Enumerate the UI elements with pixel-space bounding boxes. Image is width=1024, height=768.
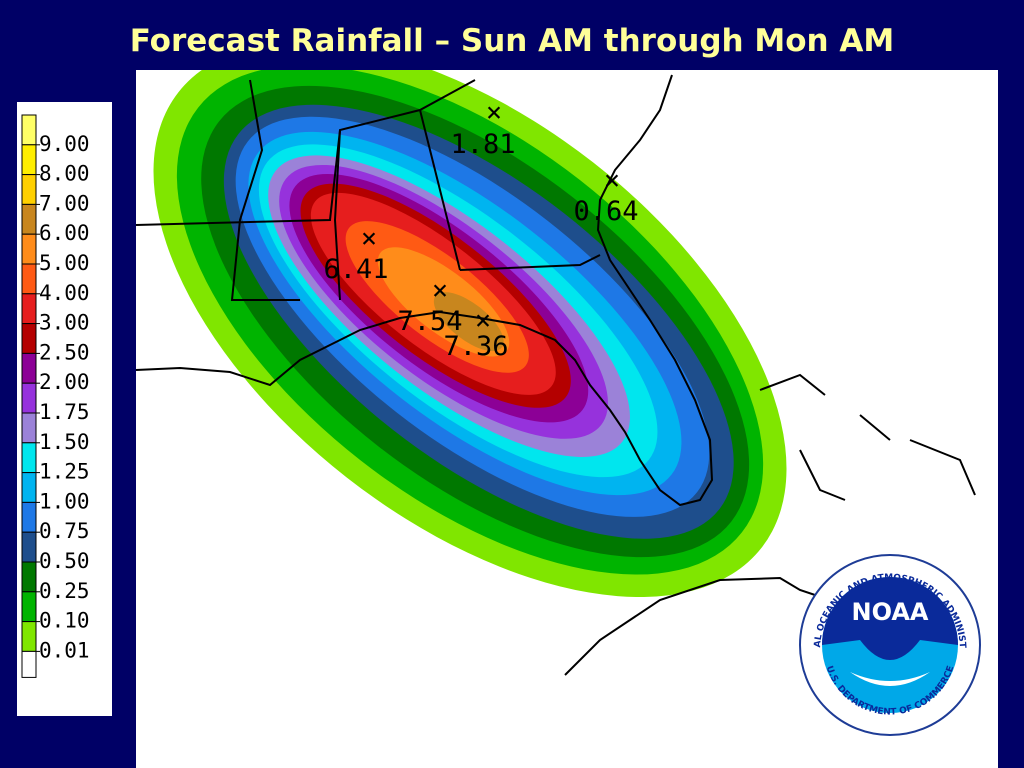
rainfall-field xyxy=(153,70,787,597)
point-marker: × xyxy=(361,223,377,254)
point-label: 7.54 xyxy=(397,306,462,337)
point-label: 7.36 xyxy=(443,331,508,362)
legend-label: 1.75 xyxy=(39,400,90,424)
legend-swatch xyxy=(21,561,37,593)
point-marker: × xyxy=(604,165,620,196)
legend-swatch xyxy=(21,382,37,414)
legend-label: 4.00 xyxy=(39,281,90,305)
legend-swatch xyxy=(21,144,37,176)
legend-label: 9.00 xyxy=(39,132,90,156)
legend-label: 0.10 xyxy=(39,609,90,633)
legend-swatch xyxy=(21,501,37,533)
legend-swatch xyxy=(21,174,37,205)
legend-label: 7.00 xyxy=(39,191,90,215)
point-label: 0.64 xyxy=(573,196,638,227)
rainfall-points: ×1.81×0.64×6.41×7.54 ×7.36 xyxy=(323,97,638,362)
legend-swatch xyxy=(21,263,37,295)
point-marker: × xyxy=(432,275,448,306)
legend-swatch xyxy=(21,233,37,265)
legend-label: 2.00 xyxy=(39,370,90,394)
legend-swatch xyxy=(21,621,37,652)
legend-swatch xyxy=(21,114,37,146)
legend-label: 2.50 xyxy=(39,340,90,364)
legend-swatch xyxy=(21,442,37,474)
point-label: 1.81 xyxy=(450,129,515,160)
legend-swatch xyxy=(21,591,37,623)
coastlines xyxy=(136,74,976,676)
legend-swatch xyxy=(21,203,37,235)
legend-label: 1.25 xyxy=(39,460,90,484)
legend: 9.00 8.00 7.00 6.00 5.00 4.00 3.00 2.50 2.00 1.75… xyxy=(21,114,90,678)
legend-label: 5.00 xyxy=(39,251,90,275)
legend-label: 1.00 xyxy=(39,489,90,513)
legend-swatch xyxy=(21,412,37,444)
map: ×1.81×0.64×6.41×7.54 ×7.36 xyxy=(136,70,998,768)
point-marker: × xyxy=(475,305,491,336)
legend-label: 0.50 xyxy=(39,549,90,573)
title: Forecast Rainfall – Sun AM through Mon A… xyxy=(130,23,894,59)
legend-label: 6.00 xyxy=(39,221,90,245)
legend-label: 1.50 xyxy=(39,430,90,454)
legend-label: 0.25 xyxy=(39,579,90,603)
point-marker: × xyxy=(486,97,502,128)
point-label: 6.41 xyxy=(323,254,388,285)
legend-swatch xyxy=(21,293,37,325)
legend-swatch xyxy=(21,531,37,563)
logo-text: NOAA xyxy=(852,598,929,626)
legend-swatch xyxy=(21,323,37,354)
legend-swatch xyxy=(21,472,37,503)
legend-label: 8.00 xyxy=(39,162,90,186)
legend-swatch xyxy=(21,352,37,384)
legend-label: 0.01 xyxy=(39,638,90,662)
legend-label: 3.00 xyxy=(39,311,90,335)
legend-label: 0.75 xyxy=(39,519,90,543)
legend-swatch xyxy=(21,650,37,678)
